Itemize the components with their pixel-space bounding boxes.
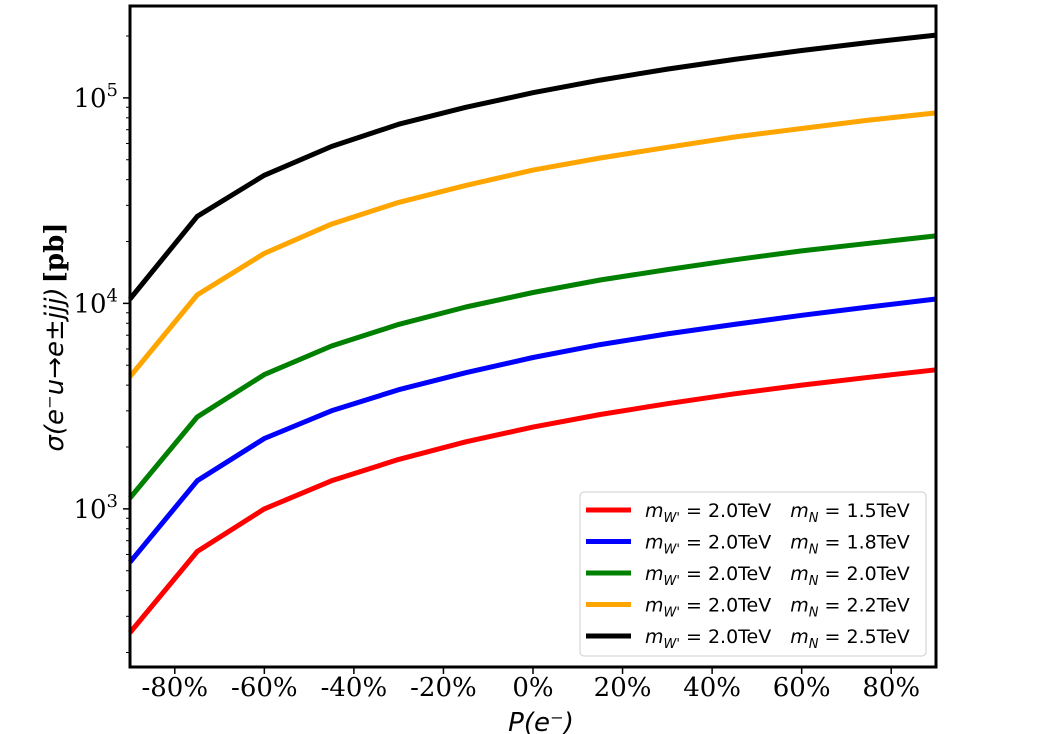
legend-entry-5: mW' = 2.0TeV mN = 2.5TeV — [645, 626, 910, 652]
y-axis-label: σ(e⁻u→e±jjj) [pb] — [40, 222, 70, 451]
legend-entry-1: mW' = 2.0TeV mN = 1.5TeV — [645, 500, 910, 526]
legend-box — [579, 491, 927, 657]
x-tick-label: 80% — [862, 673, 920, 703]
plot-frame — [128, 4, 938, 669]
y-tick-label: 103 — [73, 491, 118, 525]
svg-text:σ(e⁻u→e±jjj) [pb]: σ(e⁻u→e±jjj) [pb] — [40, 222, 70, 451]
x-tick-label: -80% — [141, 673, 208, 703]
x-tick-label: -20% — [410, 673, 477, 703]
legend-entry-3: mW' = 2.0TeV mN = 2.0TeV — [645, 563, 910, 589]
x-tick-label: 0% — [512, 673, 553, 703]
y-tick-label: 105 — [73, 80, 118, 114]
x-tick-label: 20% — [594, 673, 652, 703]
series-line-5 — [128, 32, 937, 301]
x-tick-label: -40% — [321, 673, 388, 703]
x-axis-label: P(e⁻) — [508, 708, 574, 734]
x-axis-ticks: -80% -60% -40% -20% 0% 20% 40% 60% 80% — [141, 667, 920, 703]
series-lines — [128, 32, 937, 635]
x-tick-label: 40% — [683, 673, 741, 703]
y-axis-ticks: 103 104 105 — [73, 80, 130, 525]
series-line-4 — [128, 110, 937, 379]
y-tick-label: 104 — [73, 285, 118, 319]
series-line-3 — [128, 233, 937, 500]
x-tick-label: -60% — [231, 673, 298, 703]
legend-entry-4: mW' = 2.0TeV mN = 2.2TeV — [645, 595, 910, 621]
legend-entry-2: mW' = 2.0TeV mN = 1.8TeV — [645, 532, 910, 558]
series-line-2 — [128, 296, 937, 564]
y-axis-label-unit: [pb] — [40, 222, 70, 283]
legend: mW' = 2.0TeV mN = 1.5TeV mW' = 2.0TeV mN … — [579, 491, 927, 657]
x-tick-label: 60% — [773, 673, 831, 703]
series-line-1 — [128, 367, 937, 635]
y-axis-label-main: σ(e⁻u→e±jjj) — [40, 287, 70, 451]
